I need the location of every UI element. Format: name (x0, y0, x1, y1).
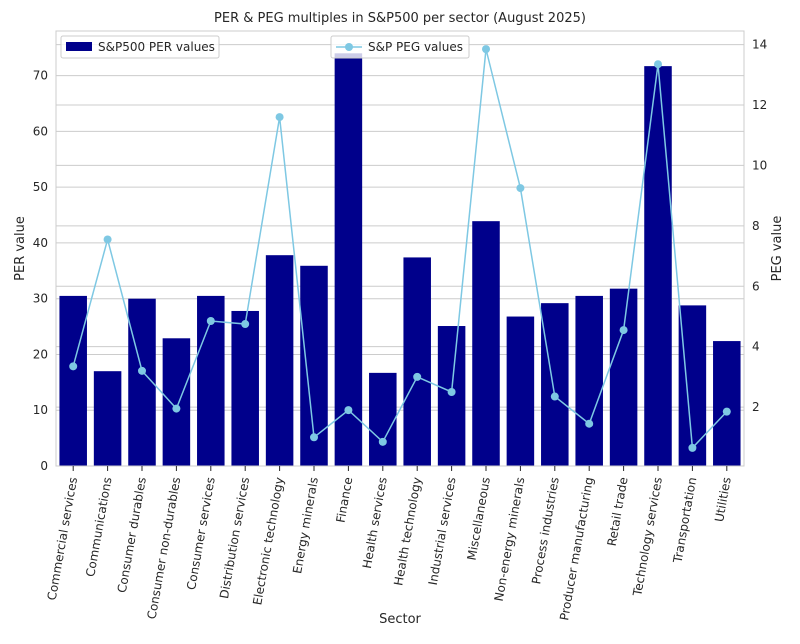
bar (334, 53, 363, 467)
x-tick-label: Health technology (391, 476, 424, 587)
legend-swatch-per (66, 42, 92, 51)
x-tick-label: Producer manufacturing (557, 476, 596, 621)
bar (506, 316, 535, 466)
y-tick-label: 20 (33, 347, 48, 361)
bar (128, 298, 156, 466)
y2-tick-label: 14 (752, 38, 767, 52)
bar (541, 303, 569, 466)
x-tick-label: Finance (334, 476, 356, 524)
bar (403, 257, 431, 466)
bar (369, 372, 397, 466)
x-tick-label: Communications (83, 476, 114, 578)
legend-label-peg: S&P PEG values (368, 40, 463, 54)
x-tick-label: Transportation (670, 476, 699, 565)
bar (265, 255, 294, 466)
y-tick-label: 30 (33, 292, 48, 306)
plot-frame (55, 30, 745, 467)
bar (231, 310, 259, 466)
peg-point (275, 113, 284, 122)
y2-tick-label: 4 (752, 340, 760, 354)
chart-title: PER & PEG multiples in S&P500 per sector… (214, 11, 586, 26)
bar (437, 326, 466, 466)
y2-tick-label: 10 (752, 158, 767, 172)
y2-tick-label: 12 (752, 98, 767, 112)
bar (644, 66, 672, 466)
peg-point (516, 184, 525, 193)
y2-tick-label: 2 (752, 400, 760, 414)
y-axis-title: PER value (13, 216, 28, 281)
peg-point (378, 437, 387, 446)
x-tick-label: Energy minerals (290, 476, 321, 575)
x-tick-label: Miscellaneous (465, 476, 493, 561)
y-tick-label: 70 (33, 69, 48, 83)
peg-point (654, 60, 662, 69)
peg-point (344, 406, 353, 415)
bar (162, 338, 191, 466)
y2-axis-title: PEG value (770, 216, 785, 282)
peg-point (310, 433, 318, 442)
peg-point (138, 366, 146, 375)
peg-point (206, 317, 215, 325)
bar (609, 288, 638, 466)
y-tick-label: 0 (40, 459, 48, 473)
x-tick-label: Technology services (630, 476, 665, 598)
legend-marker-peg (345, 43, 353, 51)
peg-point (103, 235, 112, 244)
peg-point (447, 387, 456, 396)
peg-point (585, 419, 594, 428)
y2-tick-label: 8 (752, 219, 760, 233)
x-tick-label: Distribution services (217, 476, 252, 600)
legend-label-per: S&P500 PER values (98, 40, 215, 54)
plot-area (56, 31, 744, 466)
x-tick-label: Consumer durables (115, 476, 149, 594)
bar (59, 295, 87, 466)
bar (93, 371, 122, 466)
x-tick-label: Consumer services (184, 476, 218, 591)
y2-tick-label: 6 (752, 279, 760, 293)
peg-point (172, 404, 181, 413)
bar (472, 221, 500, 466)
peg-point (619, 326, 628, 335)
x-tick-label: Retail trade (605, 476, 631, 547)
bar (713, 341, 741, 466)
y-tick-label: 40 (33, 236, 48, 250)
x-tick-label: Commercial services (45, 476, 80, 601)
peg-point (722, 407, 731, 416)
x-tick-label: Electronic technology (250, 476, 286, 606)
x-axis-title: Sector (379, 612, 421, 627)
legend-box-per (60, 35, 220, 59)
legend-box-peg (330, 35, 470, 59)
peg-point (550, 392, 559, 401)
y-tick-label: 10 (33, 403, 48, 417)
peg-point (688, 443, 697, 452)
x-tick-label: Industrial services (426, 476, 459, 586)
x-tick-label: Utilities (712, 476, 734, 523)
bar (575, 295, 603, 466)
peg-point (241, 320, 250, 329)
peg-line (72, 48, 728, 450)
x-tick-label: Non-energy minerals (492, 476, 528, 602)
y-tick-label: 60 (33, 124, 48, 138)
x-tick-label: Process industries (529, 476, 562, 585)
x-tick-label: Consumer non-durables (145, 476, 184, 620)
peg-point (482, 45, 490, 54)
peg-point (69, 362, 78, 371)
y-tick-label: 50 (33, 180, 48, 194)
peg-point (413, 372, 422, 381)
x-tick-label: Health services (360, 476, 390, 569)
